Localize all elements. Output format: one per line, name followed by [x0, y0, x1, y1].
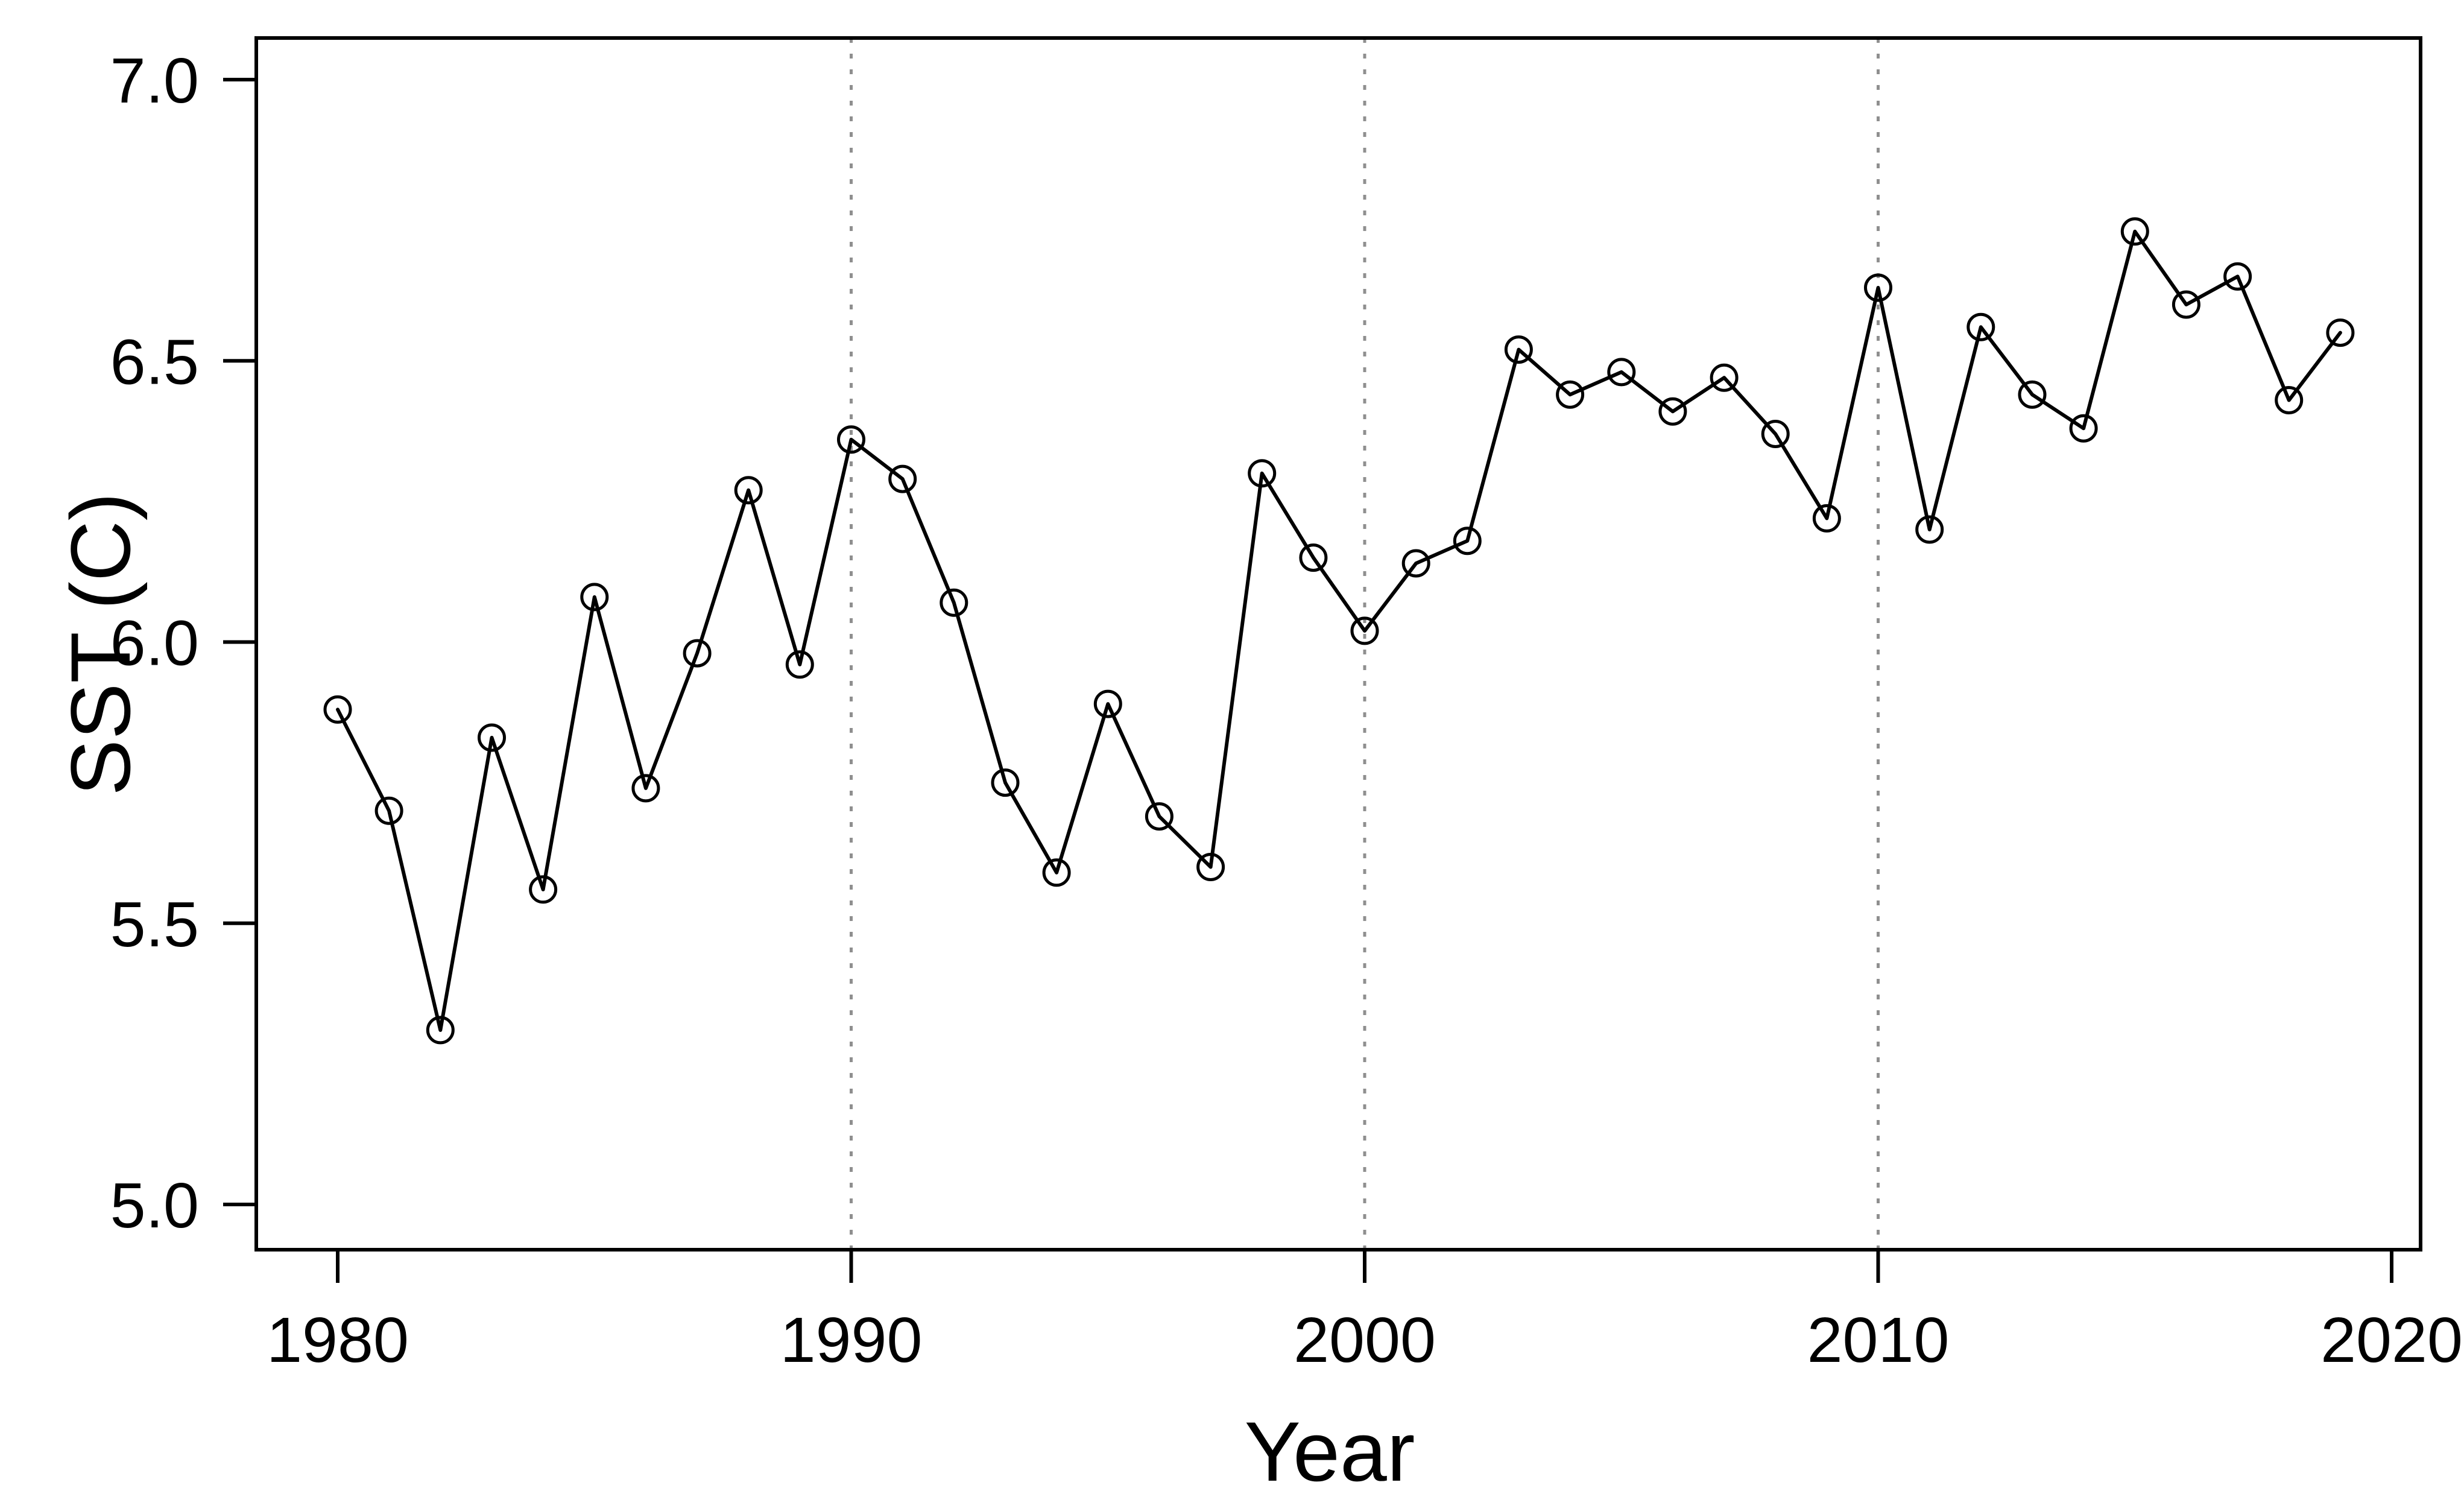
data-point [2172, 290, 2200, 319]
y-tick-label: 7.0 [110, 45, 199, 116]
y-tick-label: 6.5 [110, 326, 199, 397]
data-point [1350, 616, 1379, 645]
data-point [1042, 858, 1071, 887]
y-tick-label: 6.0 [110, 608, 199, 679]
data-point [1710, 363, 1739, 392]
y-axis-title: SST (C) [53, 493, 148, 796]
axes: 1980 1990 2000 2010 2020 7.0 6.5 6.0 5.5 5.0 [110, 45, 2463, 1376]
data-point [478, 723, 506, 752]
series-line [336, 229, 2342, 1032]
plot-border [254, 36, 2422, 1252]
data-point [529, 875, 558, 904]
data-point [1607, 358, 1636, 387]
data-point [2275, 386, 2304, 414]
x-axis-title: Year [1245, 1404, 1415, 1499]
data-series [323, 217, 2355, 1045]
data-point [734, 476, 763, 505]
data-point [888, 464, 917, 493]
data-point [1915, 515, 1944, 544]
x-tick-label: 1990 [780, 1305, 923, 1376]
data-point [1966, 312, 1995, 341]
data-point [2069, 414, 2098, 443]
x-tick-label: 1980 [267, 1305, 409, 1376]
data-point [2223, 262, 2252, 291]
data-point [991, 768, 1020, 797]
data-point [580, 583, 609, 612]
data-point [1812, 504, 1841, 533]
data-point [837, 425, 865, 454]
data-point [1093, 689, 1122, 718]
data-point [2326, 318, 2355, 347]
data-point [374, 796, 403, 825]
data-point [1401, 549, 1430, 578]
data-point [1556, 380, 1585, 409]
data-point [323, 695, 352, 724]
data-point [631, 774, 660, 803]
data-point [2018, 380, 2047, 409]
data-point [785, 650, 814, 679]
data-point [1453, 527, 1482, 555]
data-point [1299, 543, 1328, 572]
data-point [1504, 335, 1533, 364]
x-tick-label: 2010 [1807, 1305, 1950, 1376]
data-point [1248, 459, 1277, 488]
data-point [1761, 420, 1790, 448]
data-point [683, 639, 712, 668]
data-point [2120, 217, 2149, 246]
data-point [426, 1016, 455, 1045]
y-tick-label: 5.0 [110, 1170, 199, 1241]
data-point [1145, 802, 1174, 831]
data-point [1196, 853, 1225, 881]
data-point [1864, 273, 1892, 302]
x-tick-label: 2020 [2320, 1305, 2463, 1376]
x-tick-label: 2000 [1294, 1305, 1436, 1376]
data-point [940, 588, 968, 617]
data-point [1658, 397, 1687, 426]
y-tick-label: 5.5 [110, 889, 199, 960]
